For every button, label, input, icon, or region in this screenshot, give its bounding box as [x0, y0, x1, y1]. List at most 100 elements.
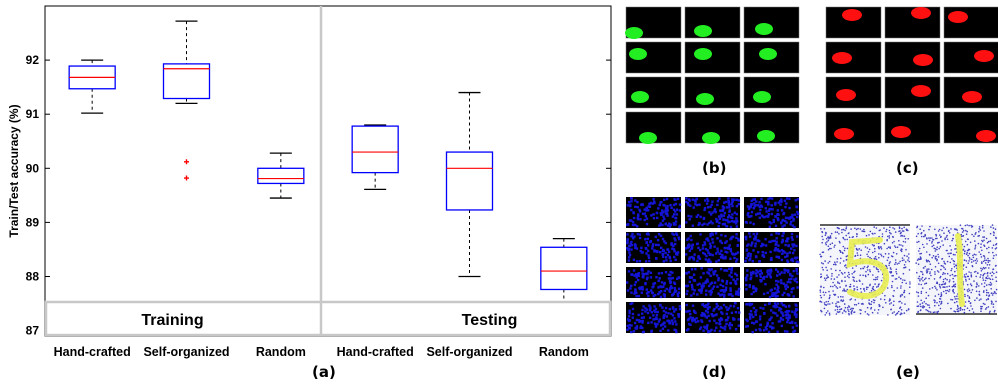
blue-noise-dot	[646, 249, 650, 253]
noise-dot	[954, 248, 956, 250]
blue-noise-dot	[646, 237, 650, 241]
blue-noise-dot	[630, 330, 633, 334]
blue-noise-dot	[677, 313, 680, 316]
noise-dot	[895, 253, 898, 255]
blue-noise-dot	[690, 294, 693, 297]
blue-noise-dot	[781, 218, 785, 222]
noise-dot	[928, 228, 930, 231]
blue-noise-dot	[754, 328, 758, 332]
noise-dot	[869, 269, 871, 271]
blue-noise-dot	[672, 233, 675, 236]
blue-noise-dot	[647, 270, 650, 273]
noise-dot	[845, 226, 848, 228]
noise-dot	[980, 261, 983, 263]
noise-dot	[928, 254, 931, 256]
blue-noise-dot	[715, 252, 718, 255]
noise-dot	[969, 241, 972, 244]
noise-dot	[848, 276, 850, 279]
noise-dot	[886, 259, 889, 262]
blue-noise-dot	[662, 203, 665, 207]
blue-noise-dot	[643, 208, 646, 211]
noise-dot	[928, 306, 931, 309]
blue-noise-dot	[688, 309, 691, 313]
noise-dot	[854, 227, 856, 230]
blue-noise-dot	[781, 314, 785, 317]
noise-dot	[873, 266, 875, 268]
noise-dot	[868, 248, 871, 251]
y-tick-label: 92	[26, 53, 40, 67]
noise-dot	[982, 279, 985, 281]
blue-noise-dot	[781, 303, 785, 307]
blue-noise-dot	[692, 206, 695, 209]
noise-dot	[837, 296, 840, 298]
blue-noise-dot	[635, 276, 638, 279]
blue-noise-dot	[796, 286, 799, 289]
noise-dot	[899, 313, 902, 316]
noise-dot	[948, 290, 950, 293]
blue-noise-dot	[699, 215, 702, 219]
noise-dot	[940, 268, 942, 271]
blue-noise-dot	[762, 292, 766, 296]
noise-dot	[957, 306, 959, 308]
blue-noise-dot	[735, 212, 738, 216]
noise-dot	[959, 309, 962, 312]
blue-noise-dot	[655, 276, 658, 279]
noise-dot	[917, 310, 920, 313]
noise-dot	[885, 228, 888, 231]
blue-noise-dot	[712, 285, 716, 288]
blue-noise-dot	[685, 292, 688, 296]
noise-dot	[978, 290, 981, 293]
blue-noise-dot	[630, 197, 633, 200]
noise-dot	[940, 235, 942, 238]
blue-noise-dot	[723, 295, 726, 298]
blue-noise-dot	[646, 272, 649, 276]
blue-noise-dot	[775, 283, 778, 286]
blue-noise-dot	[714, 314, 717, 317]
blue-noise-dot	[663, 283, 666, 286]
noise-dot	[849, 285, 852, 288]
blue-noise-dot	[674, 308, 678, 311]
blue-noise-dot	[709, 244, 713, 248]
blue-noise-dot	[630, 219, 633, 222]
noise-dot	[899, 307, 901, 310]
noise-dot	[945, 236, 948, 238]
blue-noise-dot	[644, 307, 647, 310]
noise-dot	[863, 228, 865, 231]
noise-dot	[842, 245, 845, 248]
noise-dot	[937, 230, 940, 232]
blue-noise-dot	[745, 276, 748, 279]
noise-dot	[992, 227, 995, 229]
noise-dot	[971, 289, 974, 291]
blue-noise-dot	[770, 204, 773, 207]
noise-dot	[985, 237, 988, 240]
noise-dot	[898, 240, 900, 242]
blue-noise-dot	[746, 319, 749, 323]
blue-noise-dot	[727, 293, 731, 296]
noise-dot	[851, 309, 853, 312]
blue-noise-dot	[790, 277, 793, 281]
blue-noise-dot	[777, 255, 780, 259]
blue-noise-dot	[650, 311, 653, 314]
tile	[943, 6, 998, 39]
noise-dot	[963, 259, 966, 261]
blue-noise-dot	[711, 200, 714, 203]
blue-noise-dot	[731, 198, 734, 201]
blue-noise-dot	[780, 258, 784, 262]
noise-dot	[900, 309, 903, 311]
noise-dot	[819, 291, 822, 293]
noise-dot	[871, 244, 874, 246]
noise-dot	[976, 282, 978, 284]
noise-dot	[943, 286, 945, 288]
noise-dot	[849, 283, 852, 286]
blue-noise-dot	[753, 202, 756, 205]
blue-noise-dot	[655, 250, 658, 253]
blue-noise-dot	[775, 237, 778, 240]
noise-dot	[988, 277, 990, 280]
noise-dot	[925, 259, 928, 261]
noise-dot	[881, 235, 884, 238]
blue-noise-dot	[704, 258, 708, 261]
blue-noise-dot	[690, 276, 694, 279]
blue-noise-dot	[782, 232, 785, 235]
blue-noise-dot	[755, 213, 758, 216]
blue-noise-dot	[733, 253, 736, 256]
